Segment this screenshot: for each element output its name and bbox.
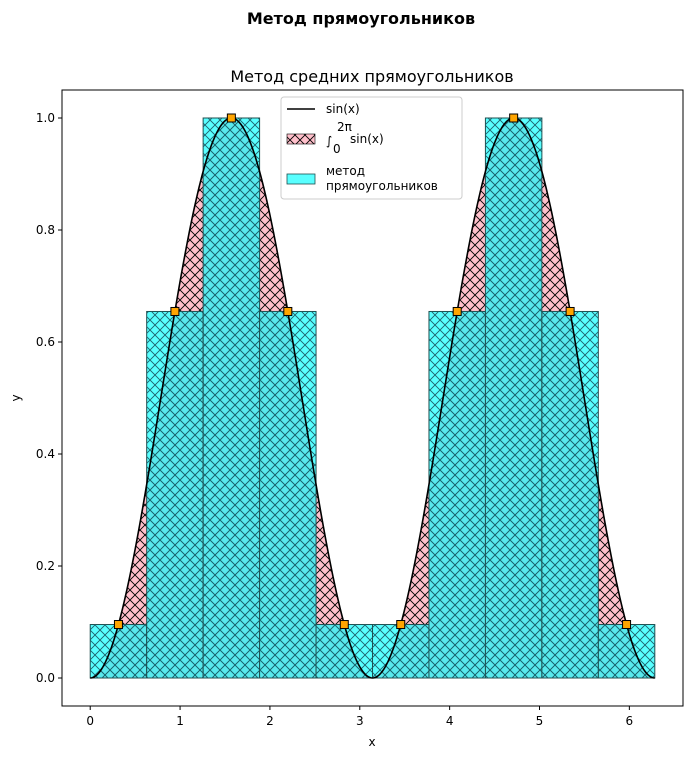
rectangle-bar-hatch [316,624,373,678]
midpoint-marker [509,113,519,123]
legend-rect-label-line1: метод [326,164,365,178]
legend-fill-lower-limit: 0 [333,142,341,156]
midpoint-marker [113,620,123,630]
midpoint-marker [452,306,462,316]
rectangle-bar-hatch [372,624,429,678]
rectangles-group [89,117,656,679]
rectangle-bar-hatch [541,311,599,678]
legend-curve-label: sin(x) [326,102,360,116]
y-tick-label: 0.8 [36,223,55,237]
legend-fill-swatch-hatch [287,134,315,144]
rectangle-bar-hatch [203,118,260,678]
legend-box [280,96,463,200]
legend-fill-upper-limit: 2π [337,120,352,134]
midpoint-marker [339,620,349,630]
x-axis-label: x [368,735,375,749]
legend-fill-integral-sign: ∫ [326,134,332,148]
midpoint-marker [283,306,293,316]
x-tick-label: 4 [446,714,454,728]
x-tick-label: 3 [356,714,364,728]
midpoint-marker [396,620,406,630]
midpoint-marker [226,113,236,123]
rectangle-bar-hatch [146,311,204,678]
y-tick-label: 0.0 [36,671,55,685]
legend-fill-label: sin(x) [350,132,384,146]
y-axis-ticks: 0.0 0.2 0.4 0.6 0.8 1.0 [36,111,62,685]
x-tick-label: 0 [86,714,94,728]
rectangle-bar-hatch [90,624,147,678]
y-tick-label: 0.2 [36,559,55,573]
y-tick-label: 0.4 [36,447,55,461]
rectangle-bar-hatch [428,311,486,678]
plot-frame [61,89,684,707]
midpoint-markers [113,113,632,630]
x-tick-label: 6 [626,714,634,728]
y-tick-label: 1.0 [36,111,55,125]
sin-curve [90,117,655,679]
legend: sin(x) ∫ 2π 0 sin(x) метод прямоугольник… [280,96,463,200]
x-tick-label: 2 [266,714,274,728]
legend-rect-label-line2: прямоугольников [326,179,438,193]
y-tick-label: 0.6 [36,335,55,349]
legend-rect-swatch [286,173,316,185]
midpoint-marker [565,306,575,316]
midpoint-marker [622,620,632,630]
x-axis-ticks: 0 1 2 3 4 5 6 [86,706,633,728]
midpoint-marker [170,306,180,316]
x-tick-label: 1 [176,714,184,728]
chart-title: Метод средних прямоугольников [230,67,513,86]
rectangle-bar-hatch [259,311,317,678]
rectangle-bar-hatch [598,624,655,678]
y-axis-label: y [9,394,23,401]
plot-area [89,113,656,679]
rectangle-bar-hatch [485,118,542,678]
x-tick-label: 5 [536,714,544,728]
figure-suptitle: Метод прямоугольников [247,9,475,28]
